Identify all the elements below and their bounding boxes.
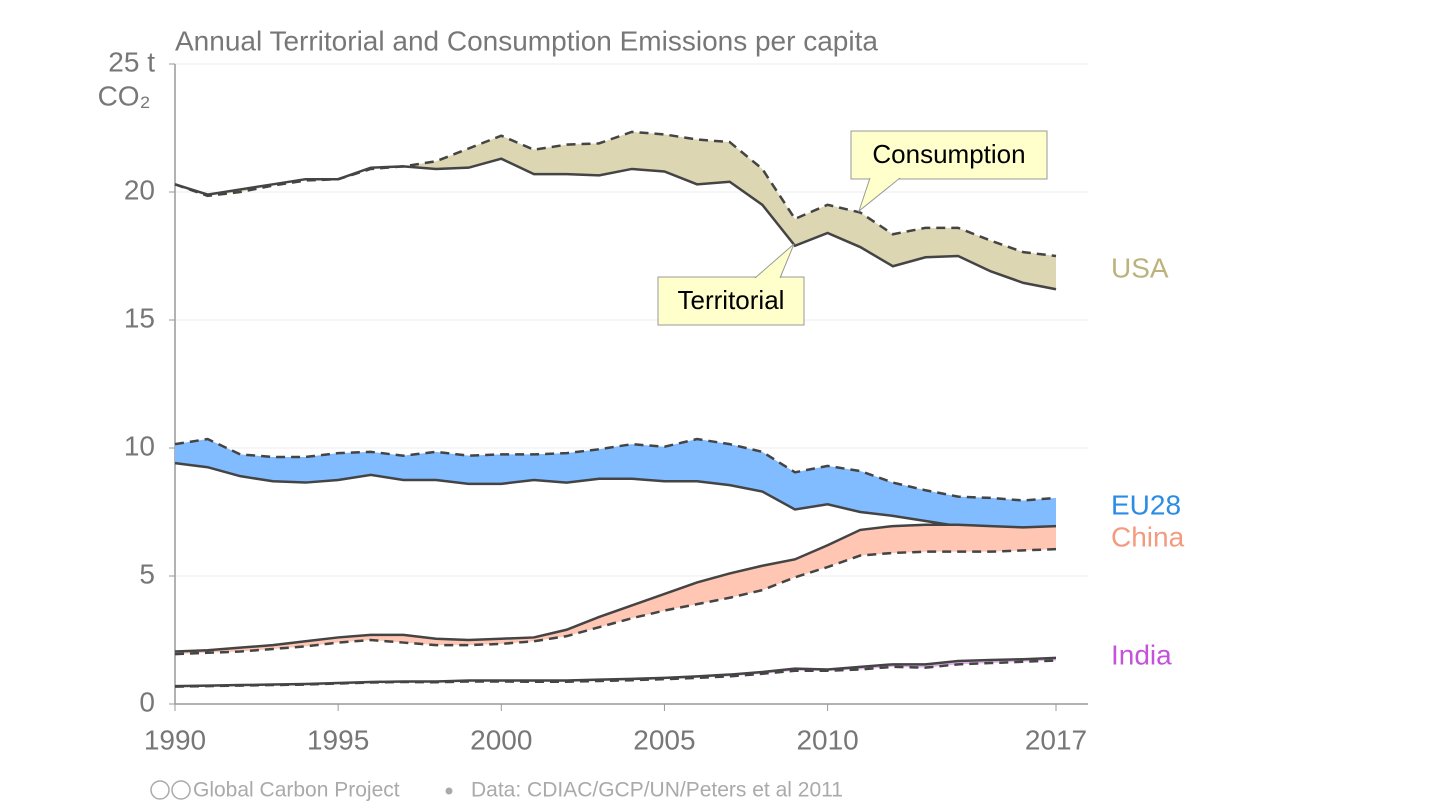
x-tick-label: 2010: [796, 724, 858, 755]
x-tick-label: 2005: [633, 724, 695, 755]
y-tick-label: 25 t: [108, 46, 155, 77]
legend-label: India: [1111, 639, 1172, 670]
band: [175, 131, 1056, 290]
legend-label: USA: [1111, 252, 1169, 283]
separator: [445, 787, 453, 795]
territorial-line: [174, 157, 1057, 291]
y-tick-label: 0: [139, 686, 155, 717]
consumption-line: [174, 547, 1057, 656]
legend-label: China: [1111, 521, 1185, 552]
y-tick-label: 15: [124, 302, 155, 333]
y-tick-label: 5: [139, 558, 155, 589]
annotation: Consumption: [872, 139, 1025, 169]
x-tick-label: 2000: [470, 724, 532, 755]
series-group: [174, 656, 1057, 688]
series-group: [174, 437, 1057, 530]
consumption-line: [174, 437, 1057, 502]
data-source: Data: CDIAC/GCP/UN/Peters et al 2011: [471, 779, 843, 802]
consumption-line: [174, 659, 1057, 688]
band: [175, 524, 1056, 655]
territorial-line: [174, 461, 1057, 530]
legend-label: EU28: [1111, 489, 1181, 520]
x-tick-label: 1990: [144, 724, 206, 755]
x-tick-label: 2017: [1025, 724, 1087, 755]
territorial-line: [174, 523, 1057, 653]
y-tick-label: 20: [124, 174, 155, 205]
chart-title: Annual Territorial and Consumption Emiss…: [175, 25, 878, 56]
series-group: [174, 523, 1057, 656]
source: Global Carbon Project: [193, 779, 400, 802]
band: [175, 657, 1056, 687]
callout-box: [657, 276, 805, 326]
y-tick-label: 10: [124, 430, 155, 461]
territorial-line: [174, 656, 1057, 688]
series-group: [174, 130, 1057, 291]
callout-pointer: [857, 177, 901, 213]
x-tick-label: 1995: [307, 724, 369, 755]
callout-pointer: [754, 243, 795, 279]
callout-box: [850, 130, 1048, 180]
y-axis-label: CO₂: [98, 80, 151, 111]
band: [175, 439, 1056, 529]
cc-icon: [150, 780, 191, 800]
annotation: Territorial: [678, 285, 785, 315]
